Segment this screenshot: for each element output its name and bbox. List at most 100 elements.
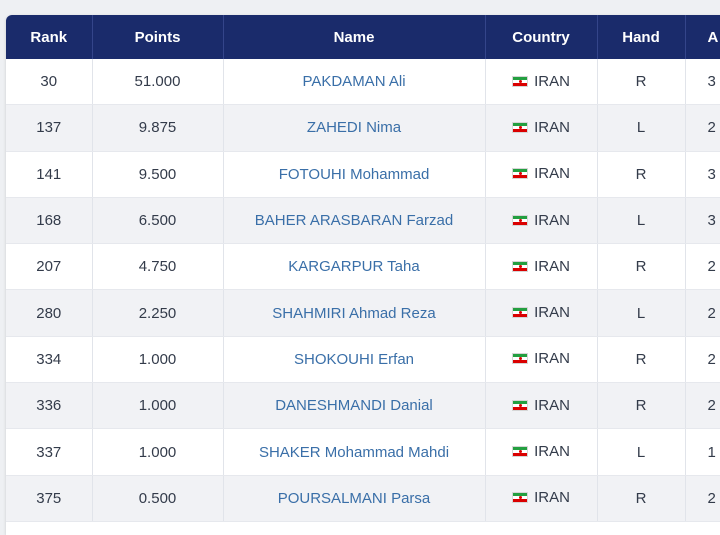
points-cell: 4.750 [92,243,224,291]
iran-flag-icon [512,399,529,411]
rank-cell: 334 [6,336,93,384]
age-cell: 3 [685,197,720,245]
country-label: IRAN [534,165,570,183]
table-body: 30 51.000 PAKDAMAN Ali IRAN R 3 137 9.87… [6,59,720,522]
points-cell: 2.250 [92,289,224,337]
table-header: Rank Points Name Country Hand A [6,15,720,59]
rank-cell: 207 [6,243,93,291]
rank-cell: 336 [6,382,93,430]
country-cell: IRAN [485,104,598,152]
hand-cell: R [597,382,686,430]
hand-cell: L [597,197,686,245]
points-cell: 1.000 [92,382,224,430]
age-cell: 2 [685,475,720,522]
age-cell: 3 [685,151,720,198]
age-cell: 1 [685,428,720,476]
table-row: 137 9.875 ZAHEDI Nima IRAN L 2 [6,104,720,152]
iran-flag-icon [512,307,529,319]
hand-cell: R [597,336,686,384]
header-points[interactable]: Points [92,15,224,59]
hand-cell: L [597,289,686,337]
table-row: 141 9.500 FOTOUHI Mohammad IRAN R 3 [6,151,720,198]
country-cell: IRAN [485,428,598,476]
iran-flag-icon [512,168,529,180]
rank-cell: 337 [6,428,93,476]
hand-cell: R [597,243,686,291]
country-label: IRAN [534,489,570,507]
table-row: 168 6.500 BAHER ARASBARAN Farzad IRAN L … [6,197,720,245]
header-rank[interactable]: Rank [6,15,93,59]
points-cell: 9.500 [92,151,224,198]
player-name-link[interactable]: BAHER ARASBARAN Farzad [223,197,486,245]
table-row: 336 1.000 DANESHMANDI Danial IRAN R 2 [6,382,720,430]
player-name-link[interactable]: SHOKOUHI Erfan [223,336,486,384]
age-cell: 2 [685,382,720,430]
player-name-link[interactable]: FOTOUHI Mohammad [223,151,486,198]
points-cell: 1.000 [92,336,224,384]
table-row: 334 1.000 SHOKOUHI Erfan IRAN R 2 [6,336,720,384]
country-label: IRAN [534,350,570,368]
country-label: IRAN [534,443,570,461]
country-cell: IRAN [485,243,598,291]
country-label: IRAN [534,304,570,322]
player-name-link[interactable]: KARGARPUR Taha [223,243,486,291]
player-name-link[interactable]: POURSALMANI Parsa [223,475,486,522]
age-cell: 2 [685,289,720,337]
iran-flag-icon [512,260,529,272]
table-row: 375 0.500 POURSALMANI Parsa IRAN R 2 [6,475,720,522]
points-cell: 51.000 [92,59,224,106]
hand-cell: R [597,475,686,522]
table-row: 280 2.250 SHAHMIRI Ahmad Reza IRAN L 2 [6,289,720,337]
age-cell: 2 [685,243,720,291]
age-cell: 2 [685,336,720,384]
rankings-table: Rank Points Name Country Hand A 30 51.00… [6,15,720,522]
header-country[interactable]: Country [485,15,598,59]
player-name-link[interactable]: SHAKER Mohammad Mahdi [223,428,486,476]
player-name-link[interactable]: SHAHMIRI Ahmad Reza [223,289,486,337]
player-name-link[interactable]: DANESHMANDI Danial [223,382,486,430]
iran-flag-icon [512,353,529,365]
age-cell: 3 [685,59,720,106]
country-label: IRAN [534,211,570,229]
country-label: IRAN [534,257,570,275]
country-label: IRAN [534,72,570,90]
points-cell: 1.000 [92,428,224,476]
country-cell: IRAN [485,151,598,198]
country-cell: IRAN [485,382,598,430]
hand-cell: L [597,104,686,152]
table-row: 337 1.000 SHAKER Mohammad Mahdi IRAN L 1 [6,428,720,476]
header-hand[interactable]: Hand [597,15,686,59]
country-label: IRAN [534,396,570,414]
hand-cell: R [597,151,686,198]
rank-cell: 30 [6,59,93,106]
country-cell: IRAN [485,289,598,337]
points-cell: 9.875 [92,104,224,152]
rank-cell: 141 [6,151,93,198]
table-row: 207 4.750 KARGARPUR Taha IRAN R 2 [6,243,720,291]
header-age[interactable]: A [685,15,720,59]
player-name-link[interactable]: ZAHEDI Nima [223,104,486,152]
country-cell: IRAN [485,59,598,106]
iran-flag-icon [512,492,529,504]
country-cell: IRAN [485,475,598,522]
age-cell: 2 [685,104,720,152]
iran-flag-icon [512,446,529,458]
table-row: 30 51.000 PAKDAMAN Ali IRAN R 3 [6,59,720,106]
hand-cell: R [597,59,686,106]
points-cell: 6.500 [92,197,224,245]
rank-cell: 168 [6,197,93,245]
iran-flag-icon [512,214,529,226]
hand-cell: L [597,428,686,476]
header-name[interactable]: Name [223,15,486,59]
player-name-link[interactable]: PAKDAMAN Ali [223,59,486,106]
country-cell: IRAN [485,197,598,245]
points-cell: 0.500 [92,475,224,522]
country-label: IRAN [534,118,570,136]
rank-cell: 375 [6,475,93,522]
country-cell: IRAN [485,336,598,384]
iran-flag-icon [512,121,529,133]
rank-cell: 137 [6,104,93,152]
rank-cell: 280 [6,289,93,337]
iran-flag-icon [512,75,529,87]
rankings-table-container: Rank Points Name Country Hand A 30 51.00… [6,15,720,535]
